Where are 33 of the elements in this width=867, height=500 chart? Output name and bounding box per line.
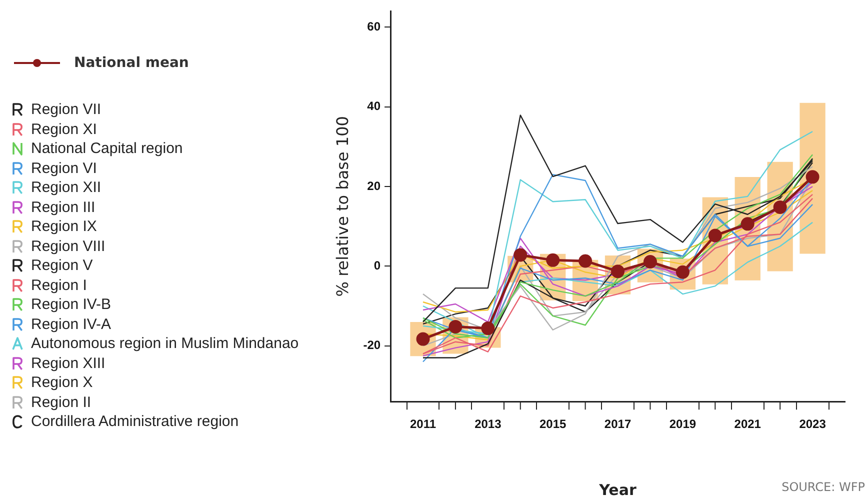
legend-label: Region I [31, 276, 87, 294]
y-axis-title: % relative to base 100 [332, 116, 352, 297]
y-tick-label: 0 [374, 258, 381, 272]
x-tick-label: 2017 [604, 417, 632, 432]
legend-label: Region III [31, 198, 96, 216]
legend-label: Region V [31, 257, 93, 274]
y-tick-label: 60 [367, 19, 381, 34]
legend-label: Autonomous region in Muslim Mindanao [31, 335, 299, 352]
y-tick-label: 20 [367, 178, 381, 193]
legend-label: Region VII [31, 101, 102, 118]
y-tick-label: 40 [367, 99, 381, 114]
legend-label: Region IV-B [31, 296, 112, 314]
legend-label: Region II [31, 394, 92, 411]
legend-label: Region IV-A [31, 316, 112, 333]
legend-label: Region XI [31, 120, 97, 138]
legend-label: Region VI [31, 160, 97, 177]
x-tick-label: 2023 [799, 417, 826, 432]
legend-label: Region VIII [31, 238, 106, 255]
x-tick-label: 2013 [474, 417, 502, 432]
x-tick-label: 2021 [734, 417, 762, 432]
source-note: SOURCE: WFP [782, 480, 865, 494]
legend-label: Cordillera Administrative region [31, 413, 239, 430]
x-tick-label: 2019 [669, 417, 696, 432]
legend-label: Region X [31, 374, 93, 392]
legend-label: Region XIII [31, 354, 106, 372]
legend-label: Region XII [31, 179, 102, 196]
x-tick-label: 2011 [410, 417, 436, 432]
y-tick-label: -20 [363, 338, 381, 352]
legend-label: Region IX [31, 218, 97, 236]
x-tick-label: 2015 [540, 417, 567, 432]
x-axis-title: Year [598, 480, 637, 499]
legend-label: National mean [74, 55, 189, 71]
legend-label: National Capital region [31, 140, 183, 158]
